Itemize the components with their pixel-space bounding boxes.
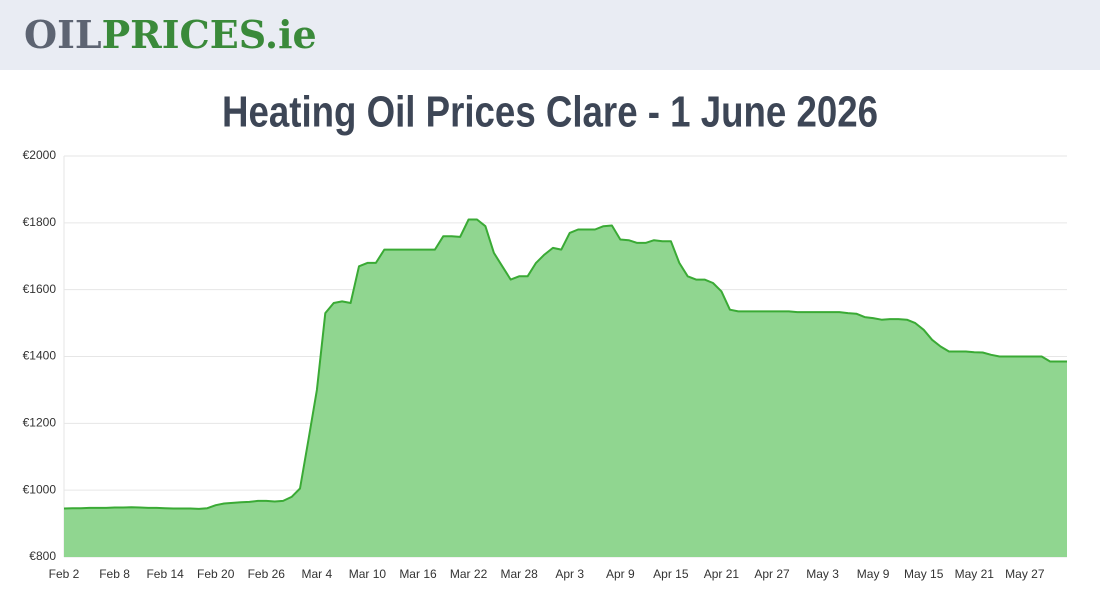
x-tick-label: May 3 xyxy=(806,567,839,581)
x-tick-label: Apr 27 xyxy=(754,567,790,581)
x-tick-label: Feb 8 xyxy=(99,567,130,581)
y-tick-label: €800 xyxy=(29,549,56,563)
x-tick-label: Apr 9 xyxy=(606,567,635,581)
y-tick-label: €2000 xyxy=(23,148,57,162)
y-tick-label: €1200 xyxy=(23,416,57,430)
x-tick-label: Apr 21 xyxy=(704,567,740,581)
x-tick-label: Mar 16 xyxy=(399,567,437,581)
chart-title: Heating Oil Prices Clare - 1 June 2026 xyxy=(222,88,878,137)
x-tick-label: Feb 26 xyxy=(248,567,286,581)
x-tick-label: May 9 xyxy=(857,567,890,581)
area-fill xyxy=(64,219,1067,557)
y-tick-label: €1400 xyxy=(23,349,57,363)
x-tick-label: Feb 14 xyxy=(146,567,184,581)
x-tick-label: May 15 xyxy=(904,567,944,581)
x-tick-label: Apr 3 xyxy=(555,567,584,581)
x-tick-label: Apr 15 xyxy=(653,567,689,581)
y-tick-label: €1600 xyxy=(23,282,57,296)
header-bar xyxy=(0,0,1100,70)
x-tick-label: Mar 10 xyxy=(349,567,387,581)
x-tick-label: Mar 4 xyxy=(302,567,333,581)
logo[interactable]: OILPRICES.ie xyxy=(24,12,317,57)
x-tick-label: Feb 20 xyxy=(197,567,235,581)
y-tick-label: €1000 xyxy=(23,482,57,496)
x-tick-label: May 27 xyxy=(1005,567,1045,581)
price-line xyxy=(63,218,1067,510)
y-tick-label: €1800 xyxy=(23,215,57,229)
logo-part: OIL xyxy=(24,12,102,57)
x-tick-label: Mar 28 xyxy=(500,567,538,581)
x-tick-label: Feb 2 xyxy=(49,567,80,581)
logo-part: PRICES.ie xyxy=(102,12,317,57)
x-tick-label: May 21 xyxy=(955,567,995,581)
x-tick-label: Mar 22 xyxy=(450,567,488,581)
